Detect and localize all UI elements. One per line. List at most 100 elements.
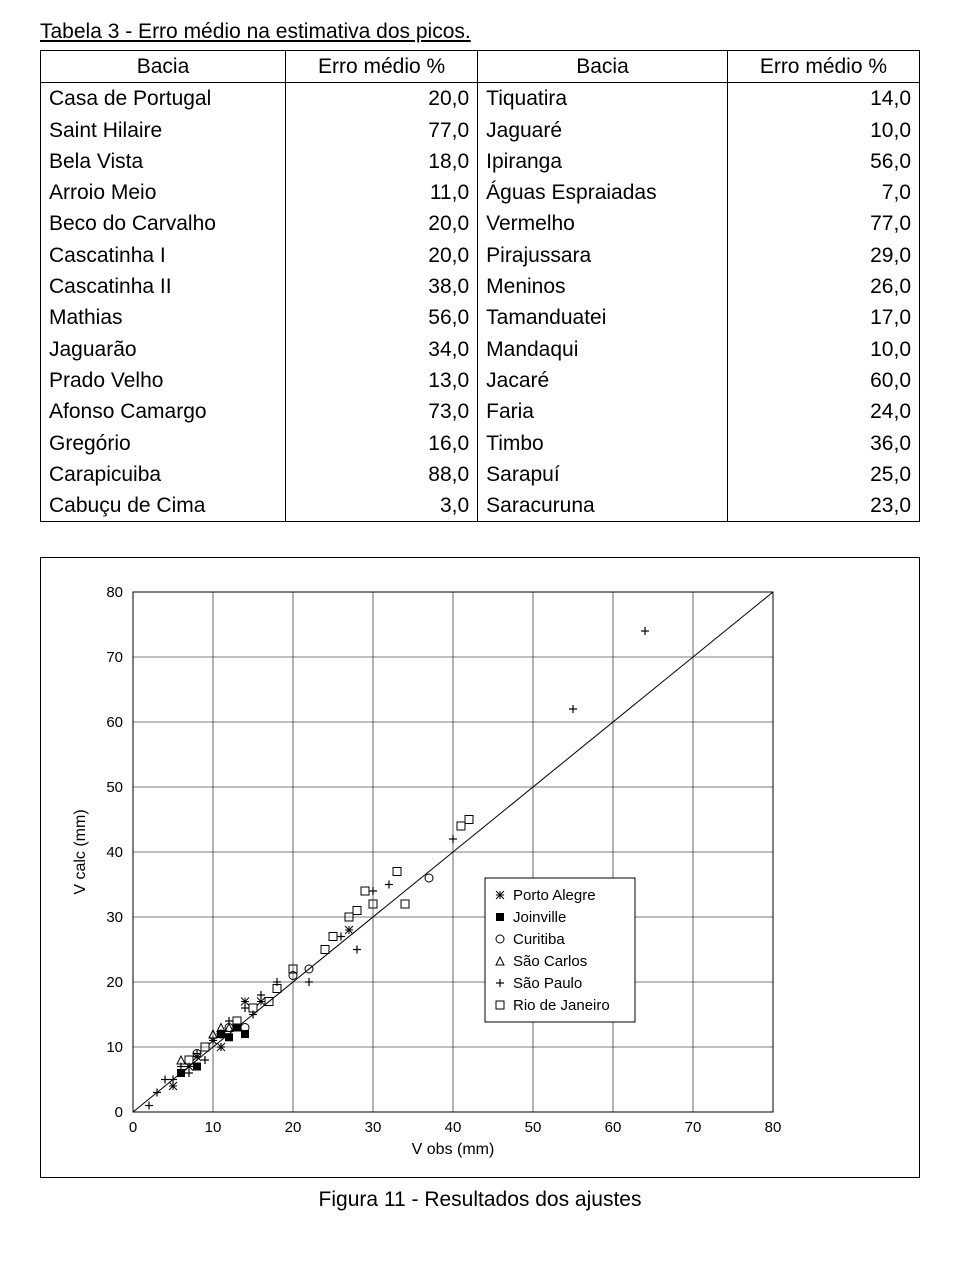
table-cell: Bela Vista	[41, 146, 286, 177]
table-cell: Cascatinha I	[41, 240, 286, 271]
y-tick-label: 60	[106, 714, 123, 731]
table-header: Bacia	[41, 51, 286, 83]
table-cell: 56,0	[727, 146, 919, 177]
y-tick-label: 50	[106, 779, 123, 796]
table-row: Cabuçu de Cima3,0Saracuruna23,0	[41, 490, 920, 522]
table-cell: Tiquatira	[478, 83, 728, 115]
scatter-chart: 0 10 20 30 40 50 60 70 80 0 10 20 30 40 50 60 70 80 V obs …	[55, 582, 783, 1160]
y-tick-label: 40	[106, 844, 123, 861]
table-cell: Beco do Carvalho	[41, 208, 286, 239]
table-cell: Ipiranga	[478, 146, 728, 177]
table-cell: Timbo	[478, 428, 728, 459]
table-header: Erro médio %	[286, 51, 478, 83]
table-cell: 60,0	[727, 365, 919, 396]
table-cell: 38,0	[286, 271, 478, 302]
table-cell: 77,0	[727, 208, 919, 239]
x-tick-label: 10	[205, 1119, 222, 1136]
legend-label: São Carlos	[513, 953, 587, 970]
table-cell: Jaguaré	[478, 115, 728, 146]
table-cell: 18,0	[286, 146, 478, 177]
table-cell: Faria	[478, 396, 728, 427]
table-cell: 3,0	[286, 490, 478, 522]
x-tick-label: 0	[129, 1119, 137, 1136]
y-tick-label: 20	[106, 974, 123, 991]
table-cell: Carapicuiba	[41, 459, 286, 490]
table-cell: 20,0	[286, 208, 478, 239]
y-tick-label: 10	[106, 1039, 123, 1056]
table-row: Gregório16,0Timbo36,0	[41, 428, 920, 459]
table-cell: Jaguarão	[41, 334, 286, 365]
table-cell: Águas Espraiadas	[478, 177, 728, 208]
table-cell: Tamanduatei	[478, 302, 728, 333]
table-cell: Pirajussara	[478, 240, 728, 271]
table-cell: Meninos	[478, 271, 728, 302]
table-cell: 88,0	[286, 459, 478, 490]
table-cell: 34,0	[286, 334, 478, 365]
table-row: Mathias56,0Tamanduatei17,0	[41, 302, 920, 333]
table-cell: Saint Hilaire	[41, 115, 286, 146]
table-cell: Jacaré	[478, 365, 728, 396]
table-cell: 56,0	[286, 302, 478, 333]
legend-label: Curitiba	[513, 931, 565, 948]
table-header: Bacia	[478, 51, 728, 83]
table-cell: 20,0	[286, 240, 478, 271]
table-cell: 17,0	[727, 302, 919, 333]
table-cell: Vermelho	[478, 208, 728, 239]
table-cell: 10,0	[727, 334, 919, 365]
y-tick-label: 0	[115, 1104, 123, 1121]
y-tick-label: 80	[106, 584, 123, 601]
table-cell: Afonso Camargo	[41, 396, 286, 427]
chart-container: 0 10 20 30 40 50 60 70 80 0 10 20 30 40 50 60 70 80 V obs …	[40, 557, 920, 1178]
table-cell: Casa de Portugal	[41, 83, 286, 115]
x-tick-label: 70	[685, 1119, 702, 1136]
legend: Porto Alegre Joinville Curitiba São Carlos S…	[485, 878, 635, 1022]
table-cell: Saracuruna	[478, 490, 728, 522]
table-cell: Gregório	[41, 428, 286, 459]
table-row: Casa de Portugal20,0Tiquatira14,0	[41, 83, 920, 115]
x-tick-label: 40	[445, 1119, 462, 1136]
x-tick-label: 20	[285, 1119, 302, 1136]
table-row: Beco do Carvalho20,0Vermelho77,0	[41, 208, 920, 239]
table-cell: 20,0	[286, 83, 478, 115]
table-row: Afonso Camargo73,0Faria24,0	[41, 396, 920, 427]
table-row: Carapicuiba88,0Sarapuí25,0	[41, 459, 920, 490]
table-cell: Arroio Meio	[41, 177, 286, 208]
table-row: Arroio Meio11,0Águas Espraiadas7,0	[41, 177, 920, 208]
table-cell: 24,0	[727, 396, 919, 427]
table-cell: Prado Velho	[41, 365, 286, 396]
table-cell: 16,0	[286, 428, 478, 459]
y-axis-label: V calc (mm)	[72, 810, 89, 895]
error-table: BaciaErro médio %BaciaErro médio % Casa …	[40, 50, 920, 522]
table-cell: Cascatinha II	[41, 271, 286, 302]
legend-label: Porto Alegre	[513, 887, 596, 904]
y-tick-label: 30	[106, 909, 123, 926]
table-cell: 29,0	[727, 240, 919, 271]
table-cell: 14,0	[727, 83, 919, 115]
table-caption: Tabela 3 - Erro médio na estimativa dos …	[40, 20, 920, 44]
legend-label: Rio de Janeiro	[513, 997, 610, 1014]
legend-label: São Paulo	[513, 975, 582, 992]
table-cell: 11,0	[286, 177, 478, 208]
table-cell: 26,0	[727, 271, 919, 302]
table-row: Prado Velho13,0Jacaré60,0	[41, 365, 920, 396]
table-cell: Mathias	[41, 302, 286, 333]
x-tick-label: 50	[525, 1119, 542, 1136]
table-row: Cascatinha II38,0Meninos26,0	[41, 271, 920, 302]
x-axis-label: V obs (mm)	[412, 1141, 495, 1158]
table-cell: 7,0	[727, 177, 919, 208]
table-header: Erro médio %	[727, 51, 919, 83]
x-tick-label: 60	[605, 1119, 622, 1136]
table-cell: Sarapuí	[478, 459, 728, 490]
legend-label: Joinville	[513, 909, 566, 926]
x-tick-label: 30	[365, 1119, 382, 1136]
y-tick-label: 70	[106, 649, 123, 666]
table-cell: 25,0	[727, 459, 919, 490]
table-cell: 23,0	[727, 490, 919, 522]
table-row: Saint Hilaire77,0Jaguaré10,0	[41, 115, 920, 146]
table-row: Bela Vista18,0Ipiranga56,0	[41, 146, 920, 177]
table-row: Cascatinha I20,0Pirajussara29,0	[41, 240, 920, 271]
table-cell: 36,0	[727, 428, 919, 459]
table-cell: 10,0	[727, 115, 919, 146]
x-tick-label: 80	[765, 1119, 782, 1136]
table-cell: 77,0	[286, 115, 478, 146]
